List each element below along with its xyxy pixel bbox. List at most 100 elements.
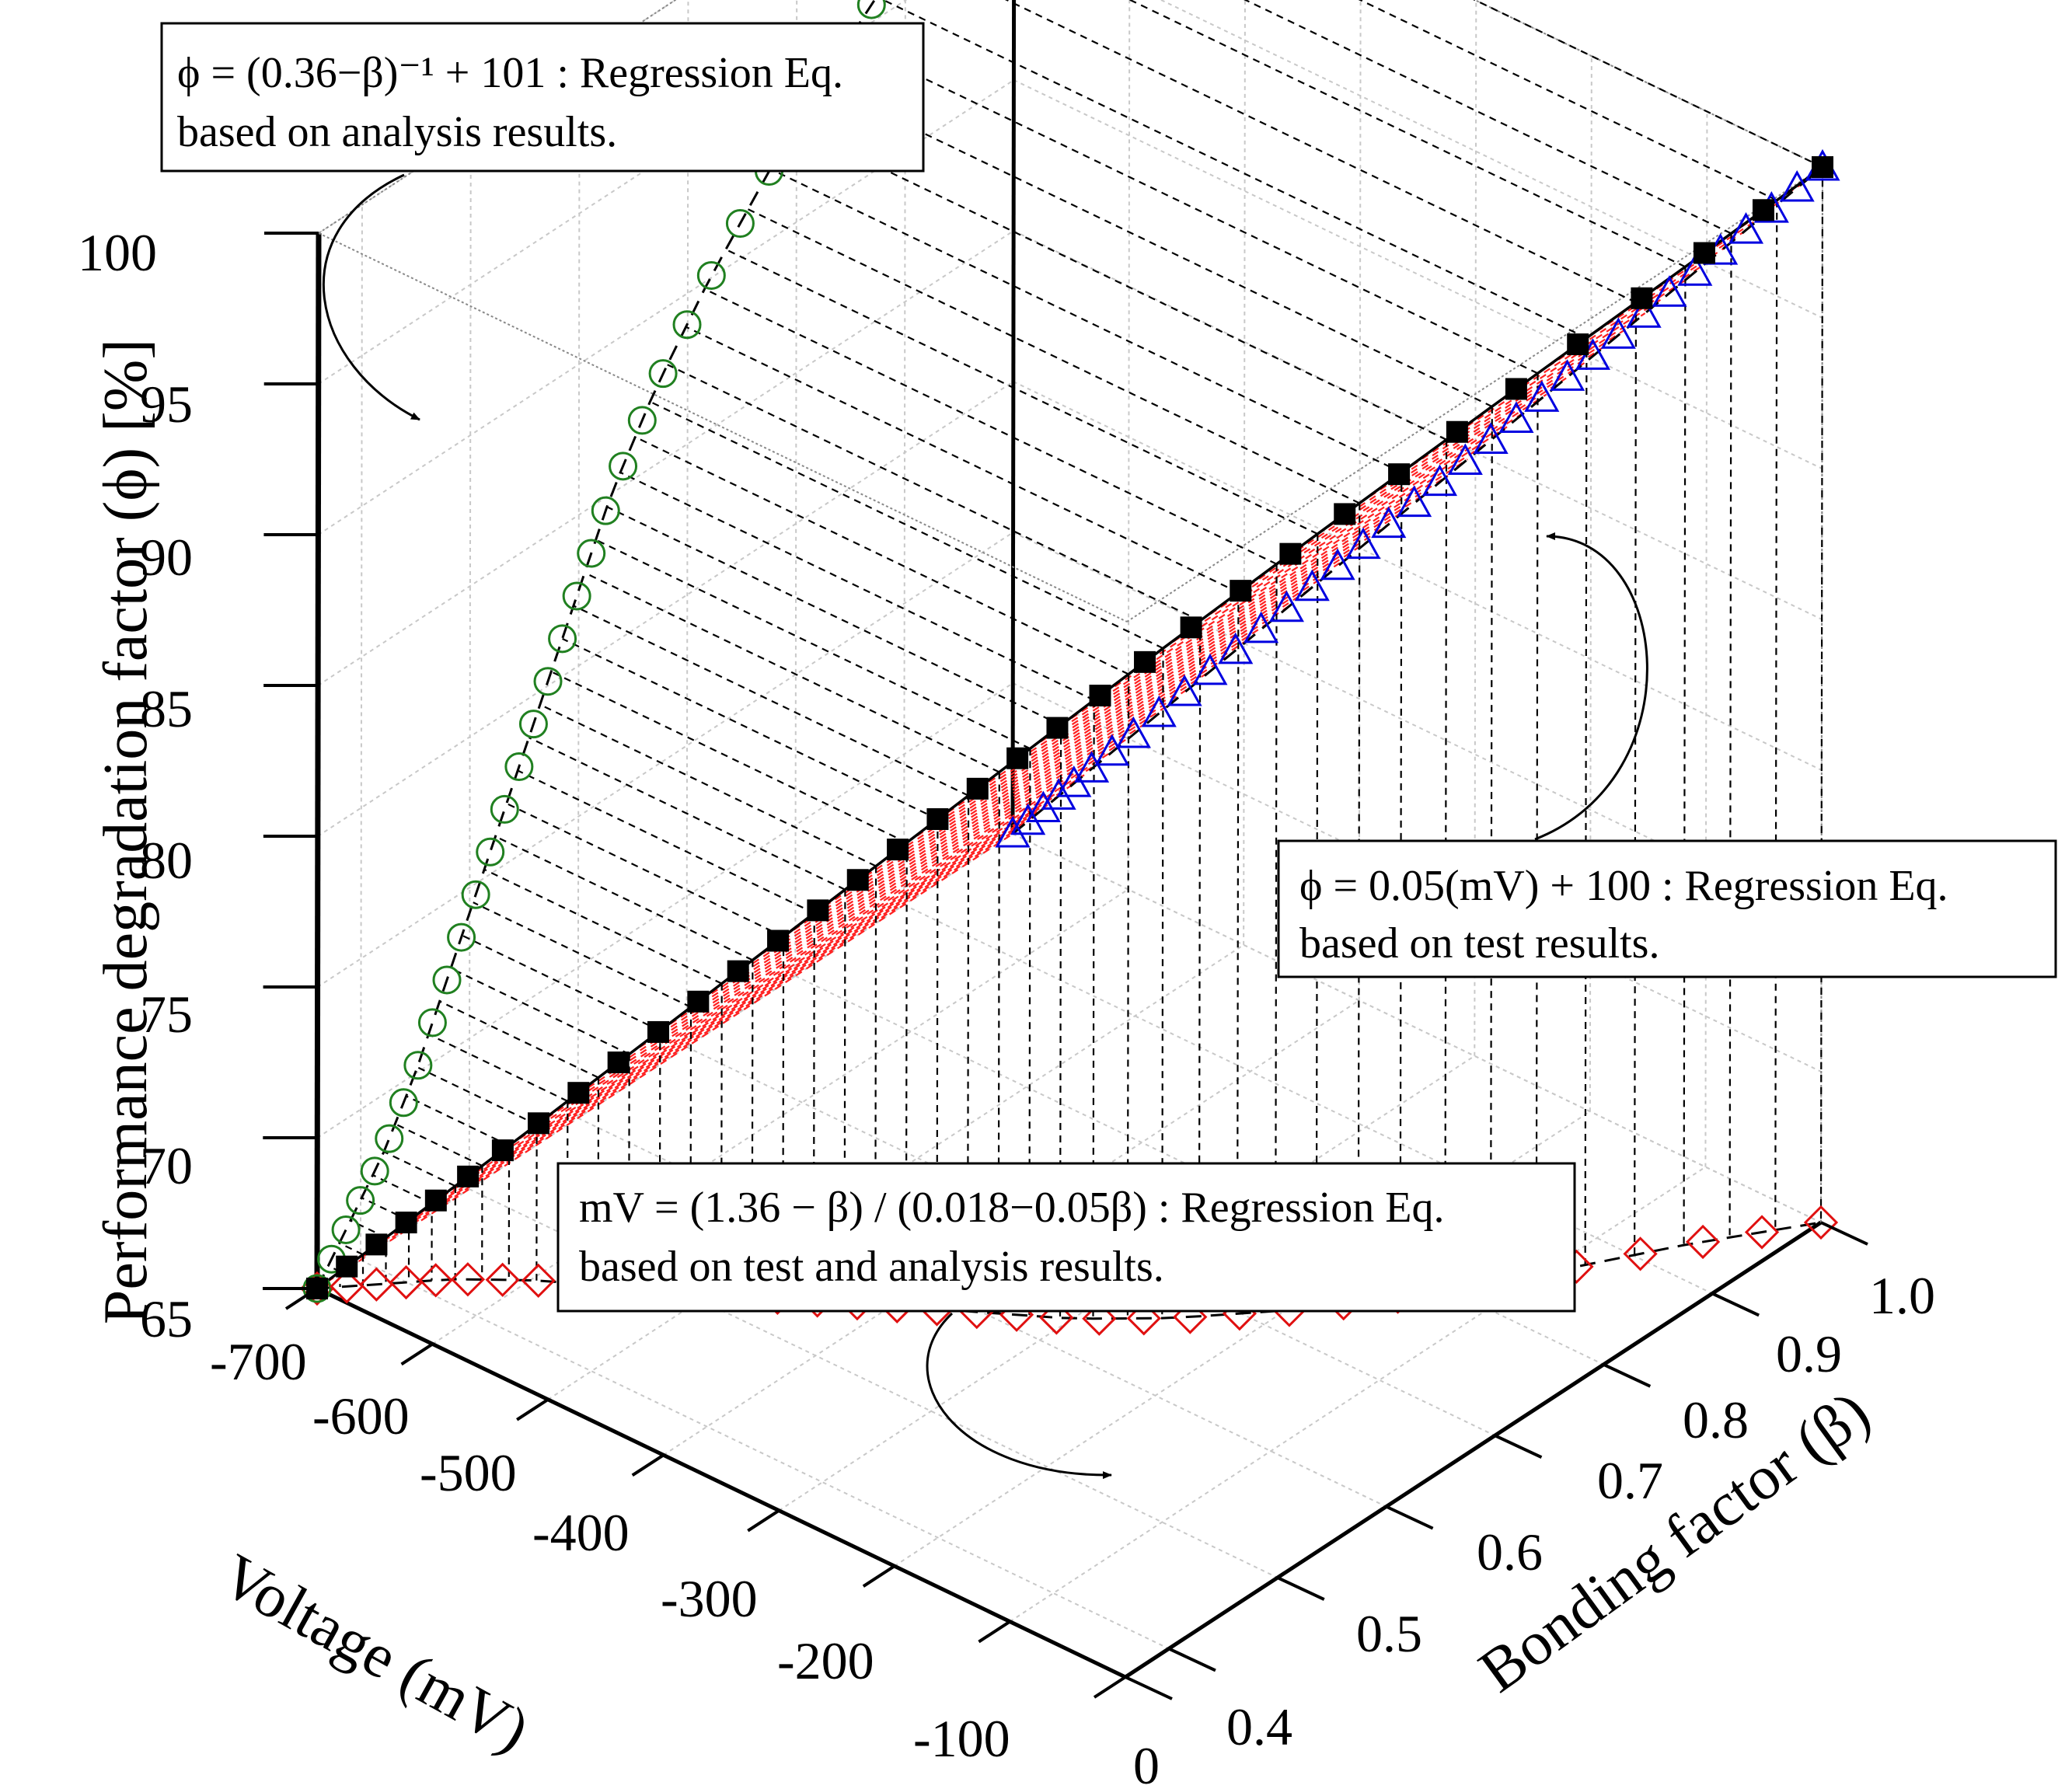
data-marker-circle [577, 539, 606, 568]
data-marker-square [1446, 420, 1468, 443]
x-tick-label: -400 [532, 1503, 630, 1562]
data-marker-triangle [1524, 380, 1560, 412]
projection-line [562, 637, 938, 820]
projection-line [1199, 393, 1547, 622]
grid-line [1159, 0, 1823, 319]
data-marker-square [1693, 242, 1715, 264]
data-marker-square [424, 1189, 447, 1212]
data-marker-triangle [1320, 548, 1355, 581]
grid-line [1473, 0, 1823, 168]
data-marker-circle [417, 1008, 447, 1037]
projection-lines [316, 0, 1824, 1319]
data-marker-square [1006, 747, 1029, 769]
data-marker-circle [403, 1051, 433, 1080]
data-marker-square [365, 1233, 388, 1256]
data-marker-circle [696, 260, 726, 290]
data-marker-circle [389, 1088, 418, 1118]
data-marker-circle [490, 794, 519, 824]
grid-line [1009, 1166, 1706, 1623]
axis-ticks [263, 232, 1868, 1700]
data-marker-circle [725, 208, 755, 238]
projection-line [1728, 233, 1732, 1238]
projection-line [1094, 442, 1488, 701]
data-marker-square [1046, 717, 1069, 739]
grid-line [1704, 111, 1708, 1167]
grid-line [1013, 230, 1823, 620]
projection-line [394, 1123, 483, 1167]
projection-line [383, 1150, 456, 1187]
projection-line [843, 889, 846, 1303]
projection-line [1446, 296, 1666, 441]
data-marker-diamond [359, 1267, 394, 1302]
projection-line [1244, 0, 1732, 235]
z-tick-label: 85 [140, 679, 193, 738]
top-edge [318, 0, 677, 234]
projection-line [567, 718, 1153, 1102]
x-tick [516, 1398, 549, 1421]
projection-line [385, 804, 1049, 1239]
annotation-line-1: mV = (1.36 − β) / (0.018−0.05β) : Regres… [579, 1184, 1445, 1232]
projection-line [769, 168, 1402, 473]
grid-line [1012, 833, 1822, 1223]
projection-line [619, 471, 1095, 701]
grid-line [1358, 0, 1362, 1001]
data-marker-triangle [1192, 653, 1228, 685]
data-marker-circle [461, 880, 490, 909]
x-axis-title: Voltage (mV) [211, 1541, 540, 1765]
projection-line [720, 983, 723, 1294]
data-marker-triangle [1244, 611, 1279, 643]
data-marker-square [527, 1112, 549, 1135]
data-marker-triangle [1345, 527, 1381, 560]
projection-line [573, 605, 969, 797]
data-marker-circle [548, 624, 577, 654]
data-marker-circle [432, 965, 462, 995]
data-marker-circle [360, 1156, 389, 1186]
projection-line [450, 968, 630, 1055]
y-tick-label: 1.0 [1869, 1266, 1935, 1325]
y-tick [1711, 1292, 1760, 1317]
projection-line [536, 734, 1133, 1126]
projection-line [1584, 337, 1588, 1265]
data-marker-triangle [1025, 790, 1061, 823]
grid-line [1013, 381, 1823, 771]
data-marker-square [1567, 333, 1589, 356]
projection-line [506, 802, 784, 938]
data-marker-square [395, 1212, 417, 1234]
y-tick-label: 0.7 [1597, 1451, 1663, 1510]
data-marker-triangle [1074, 751, 1110, 783]
projection-line [408, 793, 1061, 1222]
annotation-analysis-regression: ϕ = (0.36−β)⁻¹ + 101 : Regression Eq. ba… [160, 22, 925, 421]
top-edge [1126, 166, 1823, 622]
projection-line [704, 288, 1278, 565]
data-marker-diamond [330, 1269, 365, 1304]
projection-line [598, 702, 1173, 1079]
projection-line [1004, 0, 1637, 304]
y-tick-label: 0.4 [1226, 1697, 1292, 1756]
projection-line [881, 0, 1587, 339]
projection-line [1774, 200, 1778, 1230]
data-marker-diamond [1126, 1301, 1161, 1336]
y-tick [1168, 1647, 1216, 1672]
y-tick [1820, 1221, 1868, 1246]
x-tick-label: -300 [661, 1569, 758, 1628]
data-marker-circle [518, 710, 548, 739]
data-marker-triangle [1447, 443, 1483, 476]
projection-line [1683, 267, 1687, 1246]
data-marker-square [1279, 542, 1302, 565]
y-tick [1276, 1576, 1325, 1601]
back-grid-panels [316, 0, 1823, 1678]
y-axis-line [1124, 1220, 1823, 1679]
data-marker-triangle [995, 815, 1031, 848]
projection-line [372, 1174, 433, 1205]
projection-line [1358, 0, 1777, 201]
grid-line [903, 904, 1713, 1295]
projection-line [814, 588, 1310, 914]
data-marker-circle [591, 496, 620, 525]
data-marker-diamond [1082, 1301, 1117, 1336]
data-marker-triangle [1371, 506, 1407, 539]
data-marker-square [807, 899, 829, 922]
x-tick [862, 1564, 895, 1588]
grid-line [468, 134, 472, 1190]
x-axis-line [316, 1286, 1127, 1679]
projection-line [634, 436, 1129, 675]
